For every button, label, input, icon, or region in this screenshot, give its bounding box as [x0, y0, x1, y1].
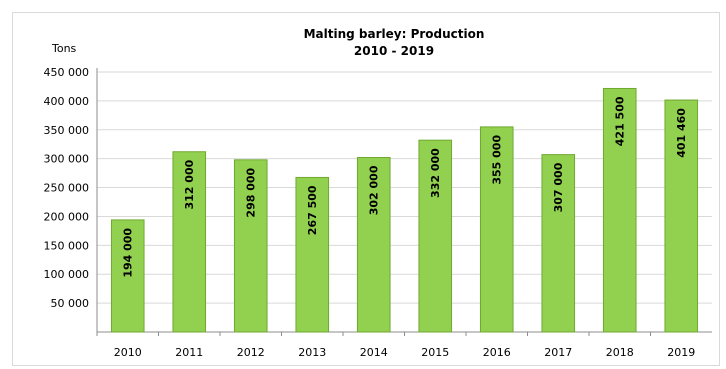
- data-labels: 194 000 312 000 298 000 267 500 302 000 332 0…: [122, 96, 689, 278]
- bar-value-label: 298 000: [245, 167, 258, 217]
- x-tick-label: 2018: [606, 346, 634, 359]
- bar-2016: [479, 126, 514, 333]
- x-tick-label: 2010: [114, 346, 142, 359]
- bar-value-label: 332 000: [429, 148, 442, 198]
- y-tick-label: 350 000: [44, 124, 90, 137]
- x-tick-label: 2013: [298, 346, 326, 359]
- x-tick-label: 2012: [237, 346, 265, 359]
- chart-subtitle: 2010 - 2019: [354, 44, 434, 58]
- y-tick-label: 400 000: [44, 95, 90, 108]
- bar-2017: [541, 154, 576, 333]
- bar-value-label: 421 500: [614, 96, 627, 146]
- y-tick-label: 250 000: [44, 182, 90, 195]
- y-tick-label: 100 000: [44, 268, 90, 281]
- y-tick-label: 200 000: [44, 210, 90, 223]
- y-tick-label: 450 000: [44, 66, 90, 79]
- y-tick-label: 300 000: [44, 153, 90, 166]
- bar-value-label: 355 000: [491, 135, 504, 185]
- bar-value-label: 401 460: [675, 108, 688, 158]
- chart-title: Malting barley: Production: [304, 27, 485, 41]
- bar-2012: [233, 159, 268, 333]
- bar-value-label: 307 000: [552, 162, 565, 212]
- x-tick-label: 2017: [544, 346, 572, 359]
- y-tick-label: 150 000: [44, 239, 90, 252]
- bar-value-label: 312 000: [183, 159, 196, 209]
- x-tick-label: 2019: [667, 346, 695, 359]
- bar-2010: [110, 219, 145, 333]
- bar-2018: [602, 87, 637, 333]
- y-tick-label: 50 000: [51, 297, 90, 310]
- bar-value-label: 267 500: [306, 185, 319, 235]
- bar-value-label: 302 000: [368, 165, 381, 215]
- x-tick-label: 2011: [175, 346, 203, 359]
- x-tick-label: 2015: [421, 346, 449, 359]
- x-tick-label: 2014: [360, 346, 388, 359]
- bar-2013: [295, 176, 330, 333]
- bar-2014: [356, 157, 391, 333]
- bar-2015: [418, 139, 453, 333]
- bars: [110, 87, 699, 333]
- y-axis-unit-label: Tons: [51, 42, 77, 55]
- bar-value-label: 194 000: [122, 228, 135, 278]
- bar-2019: [664, 99, 699, 333]
- x-tick-label: 2016: [483, 346, 511, 359]
- bar-2011: [172, 151, 207, 333]
